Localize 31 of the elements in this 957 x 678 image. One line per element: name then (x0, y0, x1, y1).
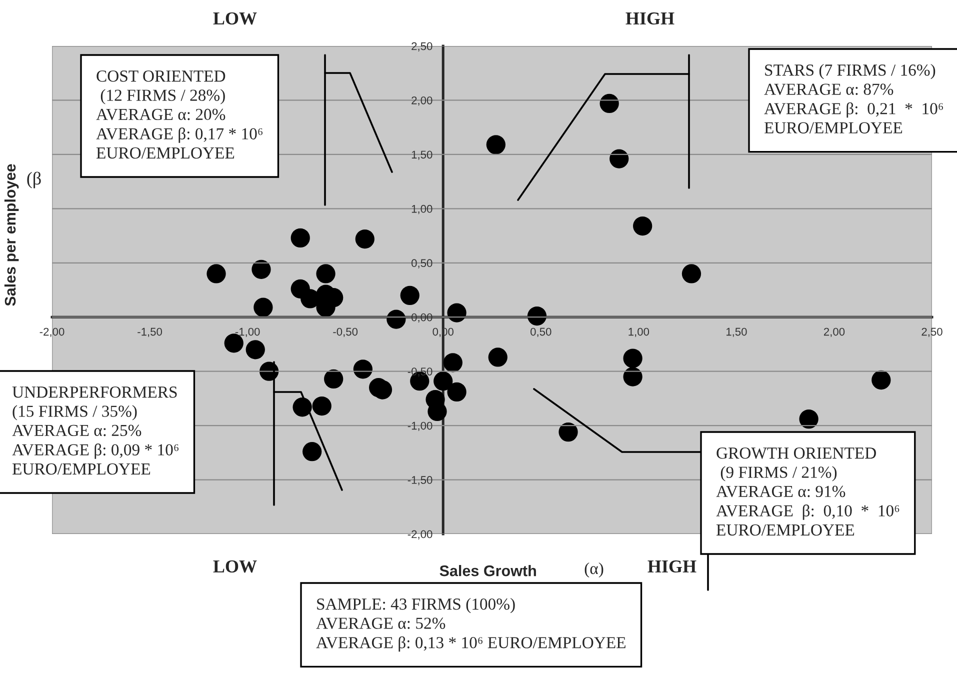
x-tick-label: 2,50 (922, 328, 942, 337)
x-tick-label: -2,00 (40, 328, 64, 337)
annotation: GROWTH ORIENTED (9 FIRMS / 21%) AVERAGE α: 91% AVERAGE β: 0,10 * 10⁶ EURO/EMPLOYEE (716, 448, 900, 536)
annotation: STARS (7 FIRMS / 16%) AVERAGE α: 87% AVERAGE β: 0,21 * 10⁶ EURO/EMPLOYEE (764, 64, 943, 134)
text: HIGH (626, 12, 674, 25)
y-tick-label: -1,00 (408, 422, 432, 432)
y-tick-label: 0,00 (412, 313, 432, 323)
y-tick-label: 1,50 (412, 150, 432, 160)
x-tick-label: -1,50 (138, 328, 162, 337)
y-tick-label: 1,00 (412, 204, 432, 214)
y-tick-label: -1,50 (408, 476, 432, 486)
x-tick-label: 1,50 (726, 328, 747, 337)
x-tick-label: 0,50 (530, 328, 552, 337)
x-tick-label: 2,00 (824, 328, 845, 337)
text: LOW (213, 12, 257, 25)
y-tick-label: 0,50 (412, 259, 432, 268)
text: HIGH (648, 560, 696, 573)
y-axis-title: Sales per employee (4, 164, 19, 306)
text: (α) (584, 562, 604, 578)
y-tick-label: 2,00 (412, 96, 432, 106)
annotation: COST ORIENTED (12 FIRMS / 28%) AVERAGE α: 20% AVERAGE β: 0,17 * 10⁶ EURO/EMPLOYEE (96, 70, 262, 159)
text: LOW (213, 560, 257, 573)
x-tick-label: -1,00 (235, 328, 260, 337)
text: SAMPLE: 43 FIRMS (100%) AVERAGE α: 52% AVERAGE β: 0,13 * 10⁶ EURO/EMPLOYEE (316, 598, 626, 652)
x-axis-title: Sales Growth (440, 565, 536, 576)
x-tick-label: 1,00 (628, 328, 650, 337)
text: (β (27, 172, 41, 188)
annotation: UNDERPERFORMERS (15 FIRMS / 35%) AVERAGE α: 25% AVERAGE β: 0,09 * 10⁶ EURO/EMPLOYEE (12, 386, 178, 475)
y-tick-label: 2,50 (412, 42, 432, 52)
y-tick-label: -0,50 (408, 368, 432, 377)
x-tick-label: -0,50 (333, 328, 358, 337)
